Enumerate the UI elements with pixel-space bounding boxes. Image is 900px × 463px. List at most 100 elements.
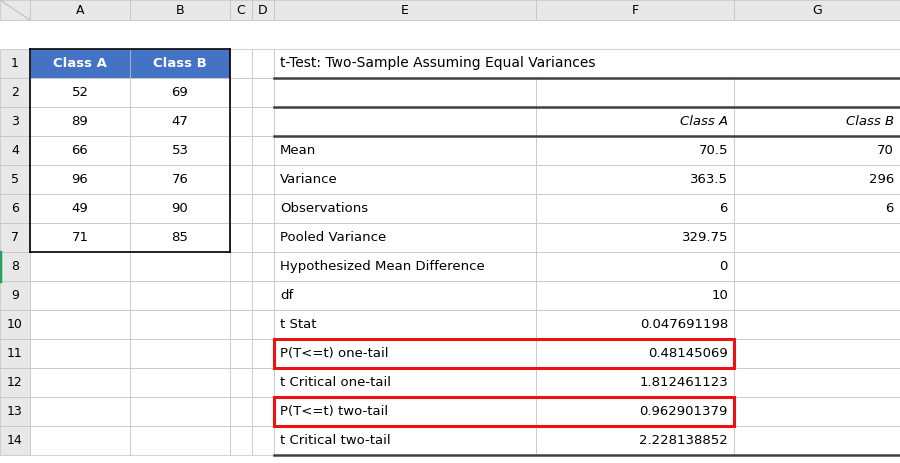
Text: Variance: Variance xyxy=(280,173,338,186)
Bar xyxy=(230,368,252,397)
Bar xyxy=(274,397,536,426)
Bar xyxy=(130,310,230,339)
Bar xyxy=(252,252,274,281)
Bar xyxy=(30,223,130,252)
Bar xyxy=(274,49,900,78)
Bar xyxy=(536,339,734,368)
Bar xyxy=(734,165,900,194)
Bar xyxy=(0,310,30,339)
Bar xyxy=(0,252,30,281)
Text: 10: 10 xyxy=(7,318,22,331)
Text: Mean: Mean xyxy=(280,144,316,157)
Text: 8: 8 xyxy=(11,260,19,273)
Text: Class B: Class B xyxy=(846,115,894,128)
Bar xyxy=(30,252,130,281)
Bar xyxy=(30,136,130,165)
Bar xyxy=(0,136,30,165)
Bar xyxy=(0,223,30,252)
Text: 6: 6 xyxy=(886,202,894,215)
Bar xyxy=(130,49,230,78)
Text: 89: 89 xyxy=(72,115,88,128)
Bar xyxy=(734,339,900,368)
Bar xyxy=(252,136,274,165)
Text: 6: 6 xyxy=(11,202,19,215)
Text: 13: 13 xyxy=(7,405,22,418)
Text: 52: 52 xyxy=(71,86,88,99)
Text: 70.5: 70.5 xyxy=(698,144,728,157)
Bar xyxy=(30,368,130,397)
Bar xyxy=(130,0,230,20)
Text: G: G xyxy=(812,4,822,17)
Bar xyxy=(130,368,230,397)
Bar xyxy=(0,49,30,78)
Text: 7: 7 xyxy=(11,231,19,244)
Bar xyxy=(0,339,30,368)
Bar xyxy=(230,339,252,368)
Bar xyxy=(130,136,230,165)
Bar xyxy=(536,281,734,310)
Bar xyxy=(30,397,130,426)
Bar xyxy=(0,107,30,136)
Bar xyxy=(252,194,274,223)
Text: B: B xyxy=(176,4,184,17)
Bar xyxy=(230,0,252,20)
Bar xyxy=(536,136,734,165)
Bar xyxy=(30,165,130,194)
Text: P(T<=t) one-tail: P(T<=t) one-tail xyxy=(280,347,389,360)
Bar xyxy=(230,252,252,281)
Text: 76: 76 xyxy=(172,173,188,186)
Text: 296: 296 xyxy=(868,173,894,186)
Bar xyxy=(734,368,900,397)
Text: P(T<=t) two-tail: P(T<=t) two-tail xyxy=(280,405,388,418)
Bar xyxy=(230,397,252,426)
Text: 85: 85 xyxy=(172,231,188,244)
Bar xyxy=(252,165,274,194)
Bar xyxy=(734,252,900,281)
Text: Observations: Observations xyxy=(280,202,368,215)
Text: t Stat: t Stat xyxy=(280,318,317,331)
Text: 9: 9 xyxy=(11,289,19,302)
Bar xyxy=(274,165,536,194)
Bar xyxy=(274,252,536,281)
Text: 47: 47 xyxy=(172,115,188,128)
Bar xyxy=(252,107,274,136)
Text: 363.5: 363.5 xyxy=(690,173,728,186)
Text: 5: 5 xyxy=(11,173,19,186)
Text: 0.962901379: 0.962901379 xyxy=(640,405,728,418)
Bar xyxy=(536,368,734,397)
Text: 329.75: 329.75 xyxy=(681,231,728,244)
Text: Class A: Class A xyxy=(53,57,107,70)
Text: 66: 66 xyxy=(72,144,88,157)
Text: 69: 69 xyxy=(172,86,188,99)
Text: t-Test: Two-Sample Assuming Equal Variances: t-Test: Two-Sample Assuming Equal Varian… xyxy=(280,56,596,70)
Text: 14: 14 xyxy=(7,434,22,447)
Bar xyxy=(0,194,30,223)
Text: E: E xyxy=(401,4,409,17)
Bar xyxy=(130,281,230,310)
Bar xyxy=(30,339,130,368)
Text: 0.48145069: 0.48145069 xyxy=(648,347,728,360)
Bar xyxy=(130,397,230,426)
Bar xyxy=(274,136,536,165)
Bar xyxy=(274,78,536,107)
Text: t Critical one-tail: t Critical one-tail xyxy=(280,376,391,389)
Bar xyxy=(536,107,734,136)
Bar xyxy=(536,0,734,20)
Text: df: df xyxy=(280,289,293,302)
Bar xyxy=(734,281,900,310)
Text: 0: 0 xyxy=(720,260,728,273)
Text: 2.228138852: 2.228138852 xyxy=(639,434,728,447)
Bar xyxy=(274,223,536,252)
Text: 6: 6 xyxy=(720,202,728,215)
Bar xyxy=(536,78,734,107)
Text: D: D xyxy=(258,4,268,17)
Bar xyxy=(536,426,734,455)
Text: 2: 2 xyxy=(11,86,19,99)
Bar xyxy=(30,310,130,339)
Bar xyxy=(30,0,130,20)
Text: Class B: Class B xyxy=(153,57,207,70)
Bar xyxy=(734,223,900,252)
Bar xyxy=(274,194,536,223)
Bar xyxy=(30,281,130,310)
Bar xyxy=(30,194,130,223)
